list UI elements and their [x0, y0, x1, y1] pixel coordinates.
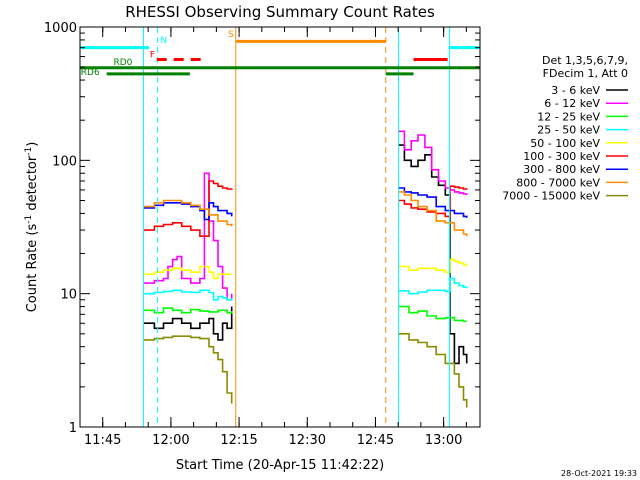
series-5-seg1: [143, 180, 233, 237]
plot-frame: [79, 26, 481, 428]
x-tick-label-1: 12:00: [152, 433, 189, 448]
state-overlay: NF S RD0 RD6: [80, 27, 480, 427]
series-2-seg1: [143, 307, 233, 314]
legend-header-0: Det 1,3,5,6,7,9,: [542, 54, 628, 67]
series-7-seg1: [143, 199, 233, 227]
legend-label-6: 300 - 800 keV: [523, 163, 600, 176]
footer-timestamp: 28-Oct-2021 19:33: [561, 469, 637, 478]
y-tick-label-1: 10: [60, 288, 77, 303]
legend-label-7: 800 - 7000 keV: [516, 176, 600, 189]
legend: Det 1,3,5,6,7,9,FDecim 1, Att 0 3 - 6 keV…: [502, 54, 628, 203]
state-label-1: F: [150, 51, 155, 61]
x-tick-label-4: 12:45: [357, 433, 394, 448]
series-5-seg2: [398, 185, 468, 218]
x-tick-label-3: 12:30: [289, 433, 326, 448]
chart-title: RHESSI Observing Summary Count Rates: [125, 3, 435, 21]
series-6-seg2: [398, 187, 468, 218]
state-label-4: RD6: [81, 68, 100, 78]
series-2-seg2: [398, 305, 467, 323]
x-tick-label-5: 13:00: [425, 433, 462, 448]
y-axis-label: Count Rate (s-1 detector-1): [24, 142, 40, 313]
state-label-0: N: [160, 36, 167, 46]
legend-label-3: 25 - 50 keV: [537, 124, 600, 137]
legend-label-4: 50 - 100 keV: [530, 137, 600, 150]
series-0-seg1: [143, 306, 233, 341]
y-tick-label-2: 100: [52, 154, 77, 169]
series-1-seg1: [143, 172, 233, 301]
legend-label-0: 3 - 6 keV: [551, 84, 600, 97]
series-4-seg1: [143, 265, 232, 280]
series-3-seg1: [143, 289, 233, 301]
x-tick-label-0: 11:45: [84, 433, 121, 448]
legend-label-1: 6 - 12 keV: [544, 97, 600, 110]
series-7-seg2: [398, 191, 468, 237]
y-tick-label-0: 1: [69, 421, 77, 436]
legend-label-8: 7000 - 15000 keV: [502, 190, 600, 203]
series-0-seg2: [398, 144, 468, 365]
legend-label-2: 12 - 25 keV: [537, 110, 600, 123]
series-layer: [143, 130, 468, 408]
y-axis: 1 10 100 1000: [44, 21, 480, 436]
legend-label-5: 100 - 300 keV: [523, 150, 600, 163]
state-label-2: S: [228, 30, 234, 40]
state-label-3: RD0: [114, 58, 133, 68]
series-4-seg2: [398, 258, 468, 273]
legend-header-1: FDecim 1, Att 0: [543, 67, 628, 80]
x-axis-label: Start Time (20-Apr-15 11:42:22): [176, 458, 384, 473]
series-8-seg2: [398, 333, 468, 408]
x-tick-label-2: 12:15: [220, 433, 257, 448]
x-axis: 11:45 12:00 12:15 12:30 12:45 13:00: [79, 27, 467, 448]
series-1-seg2: [398, 130, 468, 195]
series-8-seg1: [143, 335, 233, 404]
y-tick-label-3: 1000: [44, 21, 77, 36]
series-3-seg2: [398, 277, 468, 295]
